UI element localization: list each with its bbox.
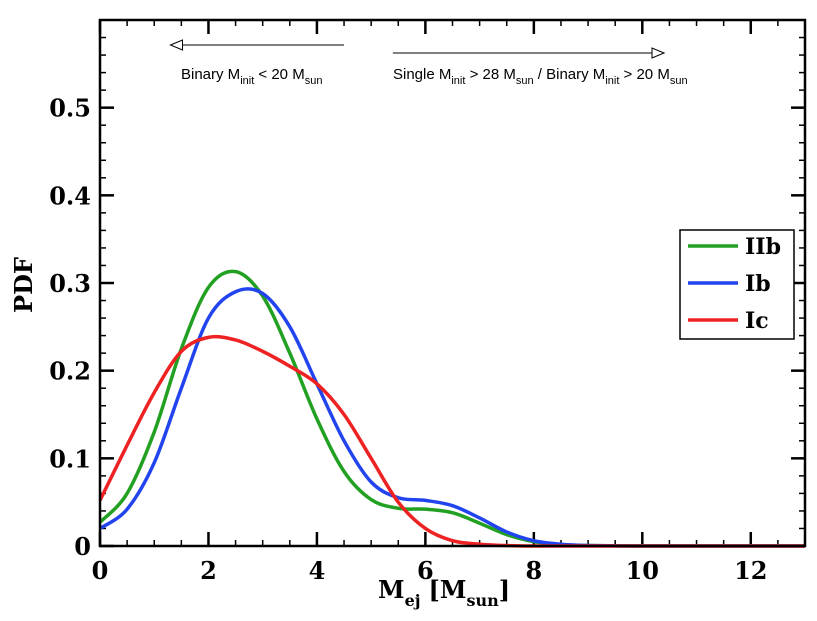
x-axis-title-bracket-open: [M [429,575,467,604]
x-tick-label: 10 [626,556,659,585]
legend-label-iib: IIb [745,234,781,260]
annotation-right-sub-3: init [605,75,619,87]
annotation-right-text-2: > 28 M [465,66,515,83]
annotation-left-sub-1: init [240,75,254,87]
x-tick-labels: 0 2 4 6 8 10 12 [92,556,768,585]
annotation-right-arrow-head [651,47,666,59]
y-axis-title: PDF [9,257,38,313]
y-tick-label: 0.1 [49,444,91,473]
annotation-right-label: Single Minit > 28 Msun / Binary Minit > … [393,66,688,87]
annotation-left-text-1: Binary M [181,66,240,83]
legend-label-ib: Ib [745,271,771,297]
y-tick-label: 0 [74,532,91,561]
x-tick-label: 8 [525,556,542,585]
annotation-right-sub-1: init [451,75,465,87]
annotation-right-text-1: Single M [393,66,451,83]
x-tick-label: 12 [734,556,767,585]
y-tick-label: 0.2 [49,357,91,386]
x-axis-title-unit-sub: sun [466,591,499,610]
x-tick-label: 0 [92,556,109,585]
annotation-right-sub-4: sun [670,75,688,87]
x-axis-title: Mej [Msun] [378,575,510,610]
annotation-left-text-2: < 20 M [254,66,304,83]
annotation-right-sub-2: sun [516,75,534,87]
annotation-left-sub-2: sun [305,75,323,87]
x-axis-title-bracket-close: ] [499,575,510,604]
annotation-left-label: Binary Minit < 20 Msun [181,66,322,87]
annotation-right-text-4: > 20 M [619,66,669,83]
legend-label-ic: Ic [745,308,769,334]
y-tick-label: 0.3 [49,269,91,298]
plot-frame [98,18,807,548]
y-tick-labels: 0 0.1 0.2 0.3 0.4 0.5 [49,94,91,561]
x-tick-label: 4 [309,556,326,585]
x-axis-title-main: M [378,575,405,604]
legend: IIb Ib Ic [679,229,795,340]
y-tick-label: 0.4 [49,181,91,210]
x-tick-label: 6 [417,556,434,585]
annotation-right-text-3: / Binary M [534,66,606,83]
x-tick-label: 2 [200,556,217,585]
annotations: Binary Minit < 20 Msun Single Minit > 28… [169,39,688,87]
y-tick-label: 0.5 [49,94,91,123]
x-axis-title-sub: ej [405,591,421,610]
annotation-left-arrow-head [169,39,183,51]
